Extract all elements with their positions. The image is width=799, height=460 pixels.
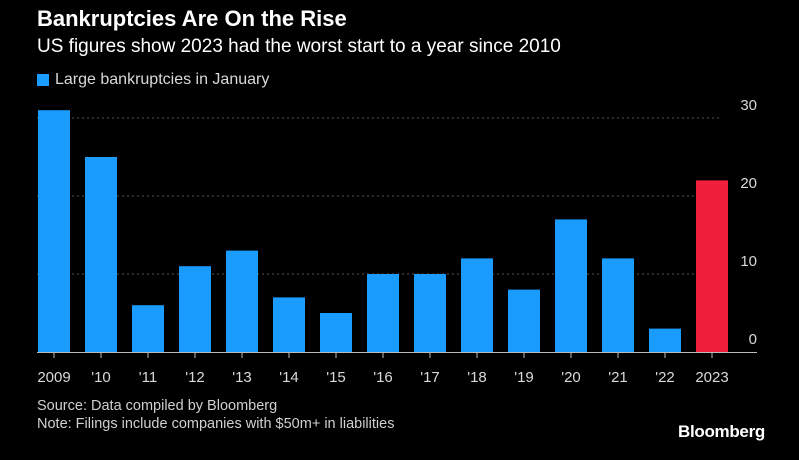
bar <box>508 289 540 352</box>
bar <box>226 250 258 352</box>
source-note: Source: Data compiled by Bloomberg <box>37 398 278 414</box>
bloomberg-logo: Bloomberg <box>677 422 765 441</box>
x-tick-label: '19 <box>514 369 534 386</box>
bar <box>85 157 117 352</box>
y-tick-label: 10 <box>740 253 757 270</box>
legend: Large bankruptcies in January <box>37 71 269 89</box>
x-tick-label: '12 <box>185 369 205 386</box>
x-tick-label: '21 <box>608 369 628 386</box>
bar <box>367 274 399 352</box>
chart-subtitle: US figures show 2023 had the worst start… <box>37 36 561 57</box>
footnote: Note: Filings include companies with $50… <box>37 416 395 432</box>
y-tick-label: 20 <box>740 175 757 192</box>
x-tick-label: '17 <box>420 369 440 386</box>
bar <box>414 274 446 352</box>
x-tick-label: 2023 <box>695 369 728 386</box>
x-tick-label: '16 <box>373 369 393 386</box>
bar <box>179 266 211 352</box>
x-tick-label: '10 <box>91 369 111 386</box>
bar <box>602 258 634 352</box>
x-tick-label: '15 <box>326 369 346 386</box>
x-tick-label: 2009 <box>37 369 70 386</box>
x-tick-label: '20 <box>561 369 581 386</box>
x-tick-label: '18 <box>467 369 487 386</box>
x-tick-label: '11 <box>139 369 157 386</box>
bar <box>461 258 493 352</box>
x-tick-label: '13 <box>232 369 252 386</box>
bar <box>132 305 164 352</box>
bar <box>555 219 587 352</box>
y-tick-label: 30 <box>740 97 757 114</box>
chart-title: Bankruptcies Are On the Rise <box>37 6 347 31</box>
y-tick-label: 0 <box>749 331 757 348</box>
x-tick-label: '22 <box>655 369 675 386</box>
bar <box>273 297 305 352</box>
bar-highlight <box>696 180 728 352</box>
x-tick-label: '14 <box>279 369 299 386</box>
legend-swatch <box>37 74 49 86</box>
legend-label: Large bankruptcies in January <box>55 71 270 88</box>
bar <box>320 313 352 352</box>
bar <box>649 328 681 352</box>
bar <box>38 110 70 352</box>
